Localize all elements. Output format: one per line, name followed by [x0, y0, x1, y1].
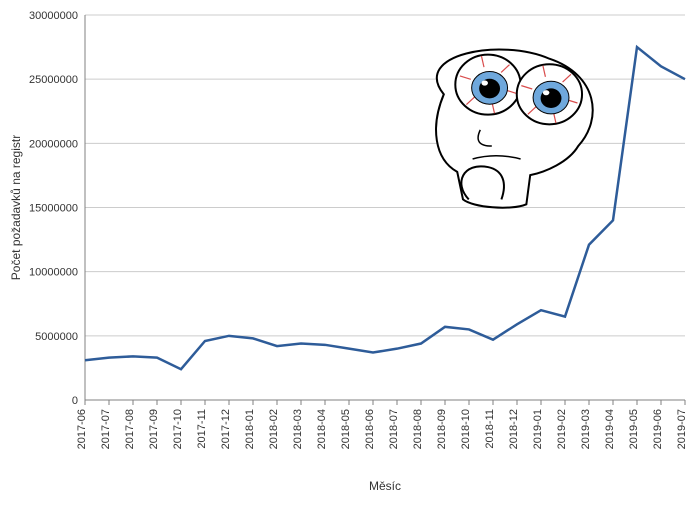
x-tick: 2017-12 [220, 409, 232, 449]
y-axis-label: Počet požadavků na registr [9, 135, 23, 280]
data-series [85, 47, 685, 369]
x-tick: 2017-06 [76, 409, 88, 449]
y-tick: 0 [72, 395, 78, 407]
eye-highlight [481, 80, 488, 85]
x-tick: 2019-01 [532, 409, 544, 449]
x-tick: 2018-12 [508, 409, 520, 449]
x-tick: 2019-06 [652, 409, 664, 449]
y-tick-labels: 0 5000000 10000000 15000000 20000000 25000000… [29, 10, 78, 407]
x-tick: 2018-03 [292, 409, 304, 449]
chart-container: 0 5000000 10000000 15000000 20000000 25000000… [0, 0, 696, 505]
x-tick: 2017-07 [100, 409, 112, 449]
x-tick: 2018-06 [364, 409, 376, 449]
x-tick: 2018-05 [340, 409, 352, 449]
y-tick: 25000000 [29, 74, 78, 86]
x-tick: 2018-02 [268, 409, 280, 449]
x-tick: 2018-09 [436, 409, 448, 449]
hand [461, 166, 504, 199]
y-tick: 10000000 [29, 267, 78, 279]
x-tick: 2017-09 [148, 409, 160, 449]
x-tick: 2017-11 [196, 409, 208, 449]
x-tick: 2019-05 [628, 409, 640, 449]
x-tick: 2019-03 [580, 409, 592, 449]
y-tick: 20000000 [29, 138, 78, 150]
y-tick: 30000000 [29, 10, 78, 22]
x-tick: 2019-07 [676, 409, 688, 449]
y-tick: 5000000 [35, 331, 78, 343]
x-tick: 2018-01 [244, 409, 256, 449]
x-tick-labels: 2017-06 2017-07 2017-08 2017-09 2017-10 2017-… [76, 400, 688, 449]
x-tick: 2018-04 [316, 409, 328, 449]
y-tick: 15000000 [29, 203, 78, 215]
x-tick: 2018-11 [484, 409, 496, 449]
gridlines [85, 15, 685, 400]
eye-highlight [543, 90, 550, 95]
x-tick: 2019-04 [604, 409, 616, 449]
chart-svg: 0 5000000 10000000 15000000 20000000 25000000… [0, 0, 696, 505]
x-tick: 2018-08 [412, 409, 424, 449]
meme-overlay [436, 50, 593, 208]
x-tick: 2018-07 [388, 409, 400, 449]
x-tick: 2017-08 [124, 409, 136, 449]
x-tick: 2017-10 [172, 409, 184, 449]
x-axis-label: Měsíc [369, 479, 401, 493]
x-tick: 2019-02 [556, 409, 568, 449]
x-tick: 2018-10 [460, 409, 472, 449]
